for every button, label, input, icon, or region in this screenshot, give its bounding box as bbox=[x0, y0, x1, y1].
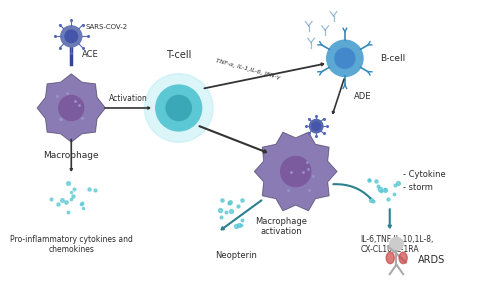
Ellipse shape bbox=[386, 252, 394, 264]
Circle shape bbox=[144, 74, 213, 142]
Circle shape bbox=[280, 156, 310, 187]
Circle shape bbox=[65, 30, 78, 43]
Text: Activation: Activation bbox=[108, 94, 148, 103]
Text: - storm: - storm bbox=[403, 183, 433, 192]
Circle shape bbox=[390, 237, 403, 251]
Text: Macrophage
activation: Macrophage activation bbox=[256, 217, 308, 236]
Text: T-cell: T-cell bbox=[166, 50, 192, 59]
Text: ACE: ACE bbox=[82, 50, 99, 59]
Text: - Cytokine: - Cytokine bbox=[403, 170, 446, 179]
Circle shape bbox=[310, 119, 323, 133]
Polygon shape bbox=[38, 74, 105, 142]
Text: Macrophage: Macrophage bbox=[44, 151, 99, 160]
Ellipse shape bbox=[399, 252, 407, 264]
Text: Neopterin: Neopterin bbox=[215, 251, 257, 260]
Polygon shape bbox=[254, 132, 337, 211]
Text: Pro-inflammatory cytokines and
chemokines: Pro-inflammatory cytokines and chemokine… bbox=[10, 235, 132, 254]
Text: TNF-α, IL-1,IL-6, IFN-γ: TNF-α, IL-1,IL-6, IFN-γ bbox=[215, 58, 280, 80]
Circle shape bbox=[61, 26, 82, 47]
FancyArrowPatch shape bbox=[334, 184, 370, 198]
Circle shape bbox=[156, 85, 202, 131]
Circle shape bbox=[335, 48, 355, 68]
Circle shape bbox=[166, 95, 192, 121]
Text: ARDS: ARDS bbox=[418, 255, 444, 265]
Text: B-cell: B-cell bbox=[380, 54, 406, 63]
Text: SARS-COV-2: SARS-COV-2 bbox=[86, 24, 128, 30]
Circle shape bbox=[59, 95, 84, 120]
Circle shape bbox=[312, 122, 320, 130]
Text: IL-6,TNF,IL-10,1L-8,
CX-CL10,IL-1RA: IL-6,TNF,IL-10,1L-8, CX-CL10,IL-1RA bbox=[360, 235, 434, 254]
Text: ADE: ADE bbox=[354, 92, 372, 101]
Circle shape bbox=[326, 40, 363, 76]
